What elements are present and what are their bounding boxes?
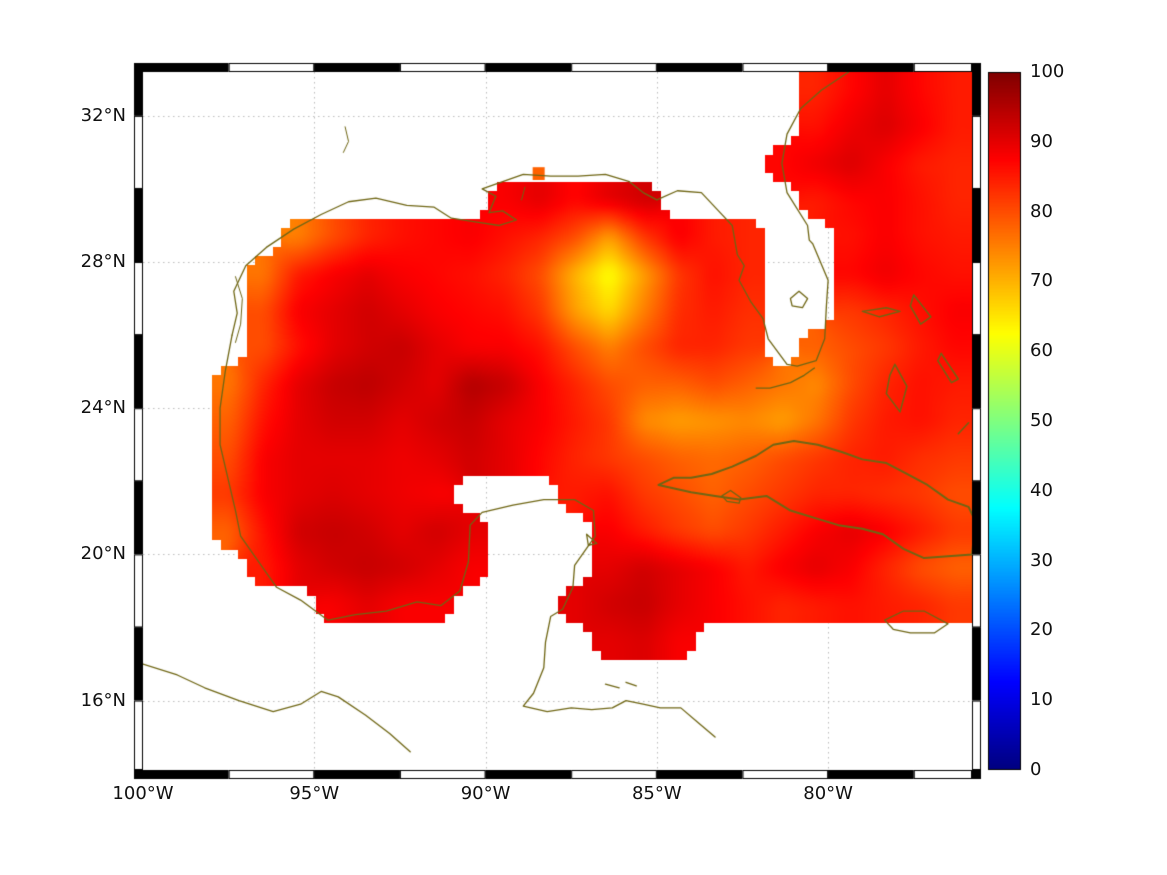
y-tick-label: 24°N — [80, 397, 126, 419]
colorbar-tick-label: 40 — [1030, 479, 1053, 501]
y-tick-label: 16°N — [80, 689, 126, 711]
colorbar-tick-label: 100 — [1030, 61, 1065, 82]
y-tick-label: 20°N — [80, 543, 126, 565]
colorbar-tick-label: 10 — [1030, 689, 1053, 711]
colorbar-tick-label: 60 — [1030, 340, 1053, 362]
x-tick-label: 85°W — [631, 783, 682, 804]
colorbar-tick-label: 70 — [1030, 270, 1053, 292]
colorbar-tick-label: 80 — [1030, 200, 1053, 222]
colorbar-tick-label: 0 — [1030, 759, 1042, 780]
x-tick-label: 90°W — [460, 783, 511, 804]
colorbar-tick-label: 20 — [1030, 619, 1053, 641]
y-tick-label: 32°N — [80, 104, 126, 126]
colorbar-tick-label: 30 — [1030, 549, 1053, 571]
x-tick-label: 95°W — [289, 783, 340, 804]
y-tick-label: 28°N — [80, 251, 126, 273]
colorbar-tick-label: 50 — [1030, 410, 1053, 431]
x-tick-label: 100°W — [112, 783, 174, 804]
x-tick-label: 80°W — [803, 783, 853, 804]
colorbar-tick-label: 90 — [1030, 130, 1053, 152]
